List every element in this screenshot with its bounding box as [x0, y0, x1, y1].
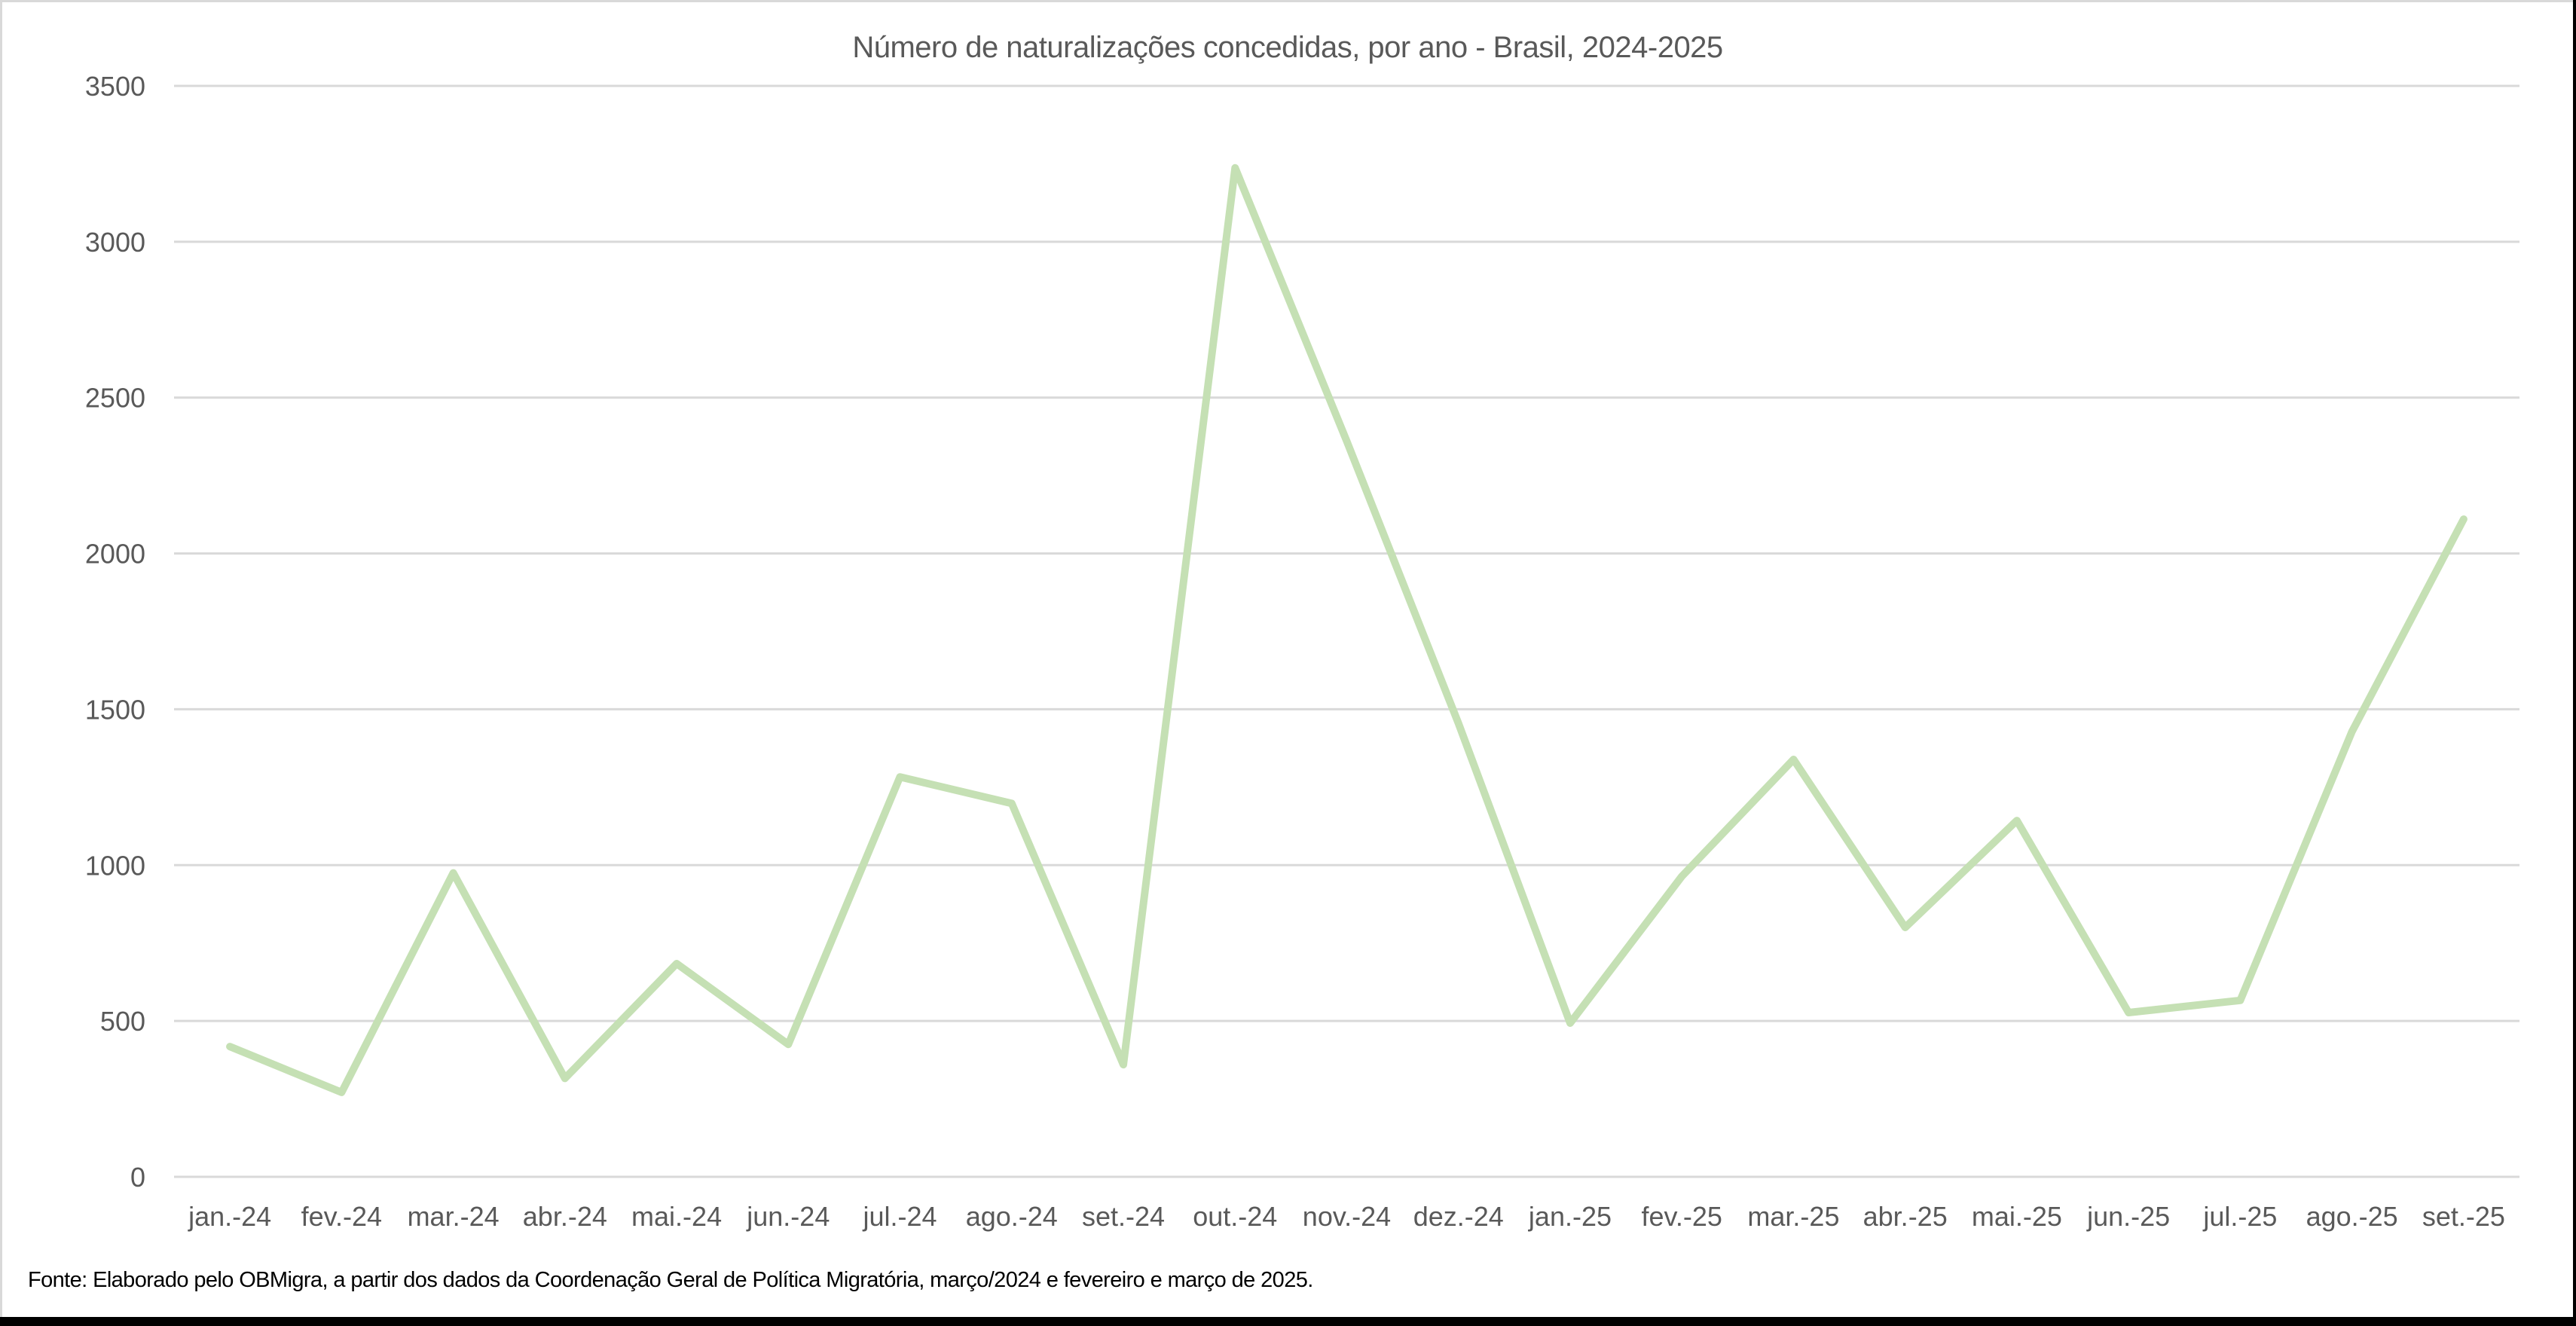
- x-tick-label: ago.-24: [966, 1201, 1058, 1232]
- x-tick-label: jul.-25: [2202, 1201, 2277, 1232]
- y-tick-label: 3500: [85, 71, 145, 102]
- x-tick-label: ago.-25: [2306, 1201, 2398, 1232]
- x-tick-label: jan.-25: [1528, 1201, 1612, 1232]
- y-tick-label: 2500: [85, 383, 145, 414]
- y-tick-label: 1000: [85, 850, 145, 881]
- gridlines: [174, 84, 2519, 1178]
- x-tick-label: abr.-25: [1863, 1201, 1948, 1232]
- y-tick-label: 500: [100, 1006, 145, 1037]
- chart-title: Número de naturalizações concedidas, por…: [852, 31, 1723, 64]
- x-tick-label: set.-25: [2422, 1201, 2505, 1232]
- source-note: Fonte: Elaborado pelo OBMigra, a partir …: [28, 1268, 1313, 1292]
- x-tick-label: jul.-24: [863, 1201, 937, 1232]
- x-tick-label: jun.-24: [746, 1201, 830, 1232]
- x-tick-label: fev.-25: [1642, 1201, 1722, 1232]
- x-axis-labels: jan.-24 fev.-24 mar.-24 abr.-24 mai.-24 jun.-…: [188, 1201, 2505, 1232]
- x-tick-label: dez.-24: [1413, 1201, 1504, 1232]
- y-tick-label: 0: [130, 1162, 145, 1193]
- x-tick-label: abr.-24: [523, 1201, 607, 1232]
- x-tick-label: out.-24: [1193, 1201, 1277, 1232]
- data-series: [226, 163, 2468, 1096]
- series-line: [226, 163, 2468, 1096]
- y-tick-label: 3000: [85, 227, 145, 258]
- x-tick-label: mai.-25: [1972, 1201, 2062, 1232]
- x-tick-label: jan.-24: [188, 1201, 271, 1232]
- y-tick-label: 1500: [85, 694, 145, 725]
- x-tick-label: set.-24: [1082, 1201, 1165, 1232]
- x-tick-label: nov.-24: [1303, 1201, 1391, 1232]
- x-tick-label: fev.-24: [301, 1201, 382, 1232]
- x-tick-label: mar.-25: [1747, 1201, 1839, 1232]
- y-axis-labels: 0 500 1000 1500 2000 2500 3000 3500: [85, 71, 145, 1193]
- y-tick-label: 2000: [85, 539, 145, 570]
- x-tick-label: mai.-24: [631, 1201, 722, 1232]
- x-tick-label: jun.-25: [2086, 1201, 2170, 1232]
- x-tick-label: mar.-24: [408, 1201, 500, 1232]
